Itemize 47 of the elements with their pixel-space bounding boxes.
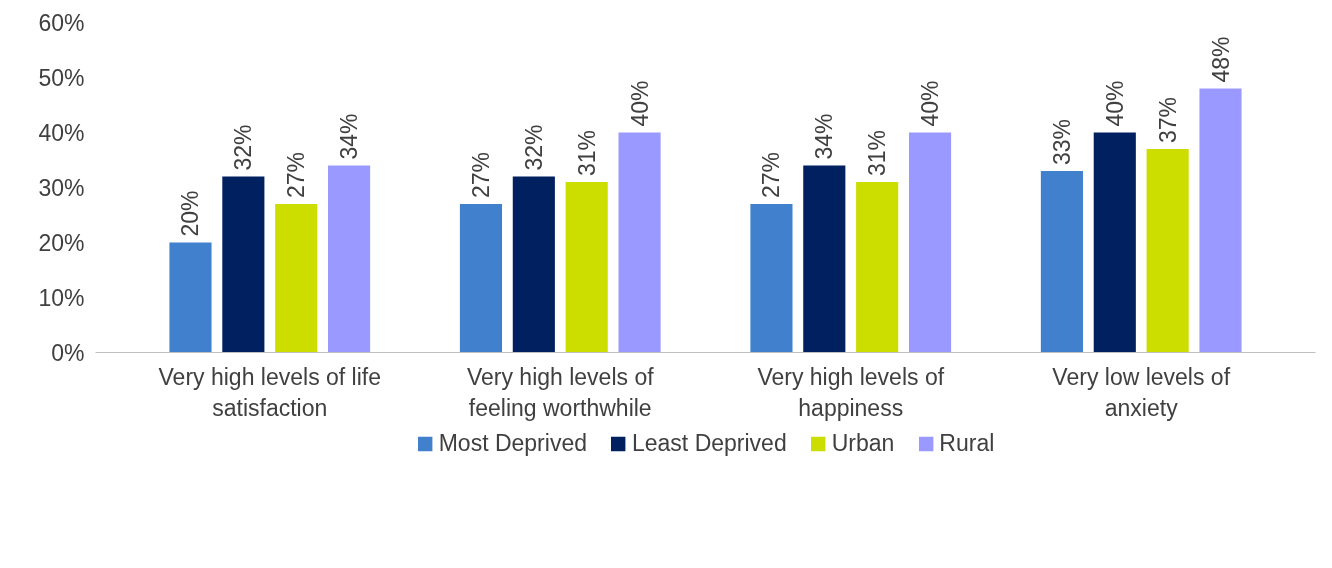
bar <box>512 176 555 353</box>
bar <box>1146 149 1189 353</box>
x-tick-label: Very high levels of life satisfaction <box>158 363 382 421</box>
data-label: 27% <box>283 151 310 198</box>
data-label: 34% <box>336 113 363 160</box>
legend-label: Least Deprived <box>631 429 787 457</box>
data-label: 40% <box>626 80 653 127</box>
data-label: 31% <box>573 129 600 176</box>
legend-label: Rural <box>939 429 995 457</box>
bar <box>1093 132 1136 353</box>
data-label: 40% <box>1101 80 1128 127</box>
bar <box>908 132 952 353</box>
x-tick-label: Very low levels of anxiety <box>1052 363 1231 421</box>
data-label: 31% <box>864 129 891 176</box>
data-label: 34% <box>811 113 838 160</box>
bar <box>275 204 318 353</box>
bar <box>856 182 899 353</box>
data-label: 48% <box>1207 36 1234 83</box>
data-label: 20% <box>177 190 204 237</box>
data-label: 40% <box>917 80 944 127</box>
bar <box>803 165 846 353</box>
bar <box>565 182 608 353</box>
data-label: 27% <box>758 151 785 198</box>
y-tick-label: 50% <box>38 64 85 91</box>
y-tick-label: 0% <box>51 339 85 366</box>
bar <box>618 132 661 353</box>
x-tick-label: Very high levels of feeling worthwhile <box>466 363 655 421</box>
bar <box>222 176 265 353</box>
y-tick-label: 40% <box>38 119 85 146</box>
bar <box>1199 88 1242 353</box>
y-tick-label: 30% <box>38 174 85 201</box>
y-tick-label: 10% <box>38 284 85 311</box>
bar <box>1040 171 1083 353</box>
bar <box>459 204 503 353</box>
bar <box>169 242 212 353</box>
data-label: 33% <box>1048 118 1075 165</box>
data-label: 32% <box>230 124 257 171</box>
data-label: 32% <box>520 124 547 171</box>
data-label: 27% <box>467 151 494 198</box>
data-label: 37% <box>1154 96 1181 143</box>
y-tick-label: 60% <box>38 9 85 36</box>
bar <box>750 204 793 353</box>
legend-label: Most Deprived <box>438 429 587 457</box>
x-tick-label: Very high levels of happiness <box>757 363 945 421</box>
y-tick-label: 20% <box>38 229 85 256</box>
legend-label: Urban <box>831 429 895 457</box>
bar <box>328 165 371 353</box>
